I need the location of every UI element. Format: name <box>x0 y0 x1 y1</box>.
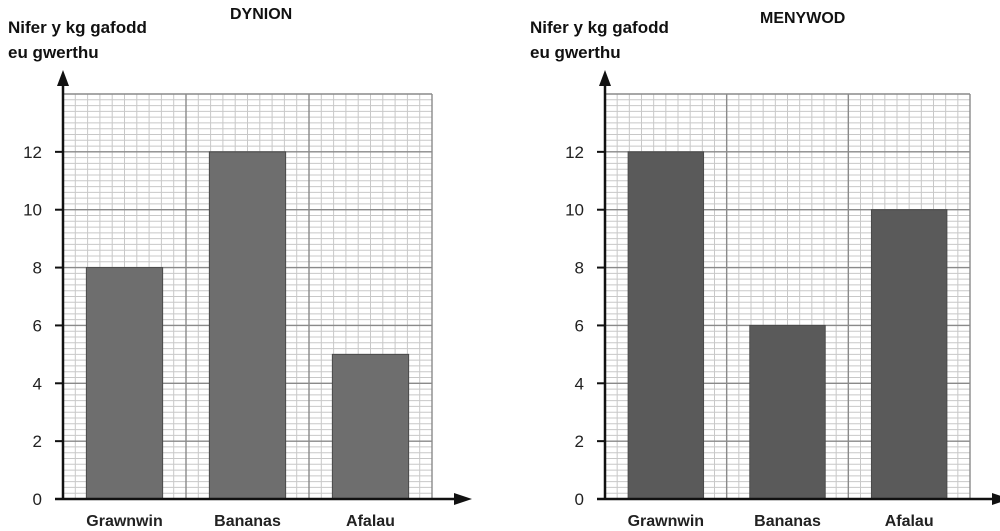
chart-title: DYNION <box>230 6 293 23</box>
y-tick-label: 8 <box>33 259 42 278</box>
x-category-label: Bananas <box>214 513 281 530</box>
y-tick-label: 2 <box>33 432 42 451</box>
y-tick-label: 2 <box>575 432 584 451</box>
y-tick-label: 0 <box>33 490 42 509</box>
y-tick-label: 6 <box>33 316 42 335</box>
x-category-label: Grawnwin <box>86 513 162 530</box>
x-category-label: Afalau <box>885 513 934 530</box>
x-category-label: Afalau <box>346 513 395 530</box>
y-tick-label: 10 <box>23 201 42 220</box>
y-tick-label: 6 <box>575 316 584 335</box>
y-tick-label: 4 <box>33 374 42 393</box>
y-tick-label: 8 <box>575 259 584 278</box>
chart-menywod: Nifer y kg gafodd eu gwerthu MENYWOD 0 2 4… <box>520 0 1000 531</box>
y-axis-arrow <box>599 70 611 86</box>
bar-bananas <box>749 324 826 500</box>
y-axis-arrow <box>57 70 69 86</box>
bar-bananas <box>208 151 287 500</box>
x-category-label: Bananas <box>754 513 821 530</box>
y-tick-label: 12 <box>23 143 42 162</box>
y-axis-label-line-1: Nifer y kg gafodd <box>530 18 669 37</box>
y-tick-label: 10 <box>565 201 584 220</box>
chart-title: MENYWOD <box>760 10 846 27</box>
y-axis-label-line-2: eu gwerthu <box>530 43 621 62</box>
y-tick-label: 4 <box>575 374 584 393</box>
chart-dynion: Nifer y kg gafodd eu gwerthu DYNION 0 2 4 6… <box>8 6 472 530</box>
chart-plot: 0 2 4 6 8 10 12 Grawnwin Bananas Afalau <box>23 70 472 530</box>
y-axis-label-line-1: Nifer y kg gafodd <box>8 18 147 37</box>
chart-plot: 0 2 4 6 8 10 12 Grawnwin Bananas Afalau <box>565 70 1000 530</box>
bar-afalau <box>331 353 410 500</box>
bar-grawnwin <box>85 267 164 500</box>
bar-afalau <box>870 209 948 500</box>
x-category-label: Grawnwin <box>628 513 704 530</box>
y-tick-label: 12 <box>565 143 584 162</box>
x-axis-arrow <box>454 493 472 505</box>
y-axis-label-line-2: eu gwerthu <box>8 43 99 62</box>
bar-grawnwin <box>627 151 705 500</box>
x-axis-arrow <box>992 493 1000 505</box>
y-tick-label: 0 <box>575 490 584 509</box>
